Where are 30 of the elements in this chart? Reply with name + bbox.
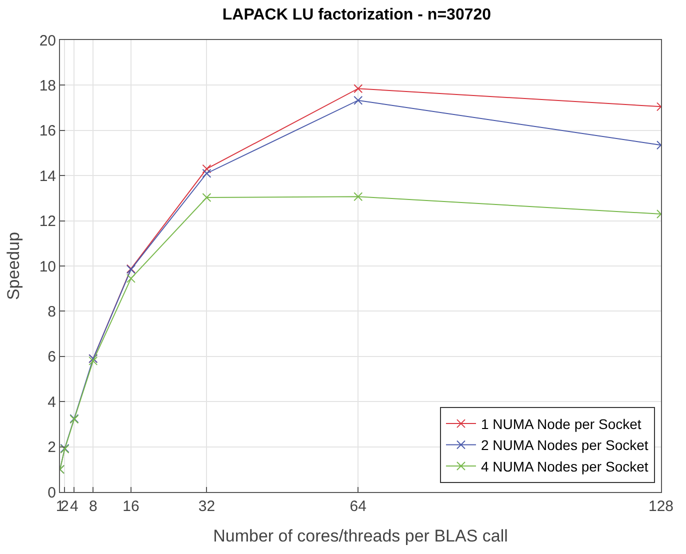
legend-label: 1 NUMA Node per Socket	[480, 416, 642, 432]
y-tick-label: 8	[48, 303, 56, 320]
x-axis-title: Number of cores/threads per BLAS call	[213, 526, 508, 546]
y-tick-label: 12	[39, 213, 56, 230]
x-tick-label: 32	[198, 498, 216, 515]
y-tick-label: 20	[39, 32, 56, 50]
point	[354, 192, 363, 202]
x-tick-label: 64	[350, 498, 366, 515]
point	[202, 193, 212, 202]
y-axis-title: Speedup	[4, 232, 23, 300]
legend-label: 2 NUMA Nodes per Socket	[480, 437, 648, 454]
x-tick-label: 4	[70, 498, 78, 515]
y-tick-label: 16	[39, 122, 56, 140]
point	[354, 96, 363, 105]
point	[354, 84, 363, 94]
y-tick-label: 10	[39, 258, 56, 276]
x-tick-label: 8	[88, 498, 98, 515]
y-tick-label: 18	[39, 77, 56, 94]
legend-label: 4 NUMA Nodes per Socket	[480, 458, 648, 474]
y-tick-label: 6	[48, 348, 56, 366]
x-tick-label: 128	[648, 498, 674, 515]
point	[126, 274, 136, 283]
y-tick-label: 14	[39, 168, 56, 185]
y-tick-label: 4	[48, 394, 56, 411]
chart-title: LAPACK LU factorization - n=30720	[222, 6, 492, 24]
y-tick-label: 0	[48, 484, 56, 502]
y-tick-label: 2	[48, 439, 56, 456]
point	[202, 164, 212, 174]
x-tick-label: 16	[122, 498, 140, 515]
point	[202, 168, 212, 178]
